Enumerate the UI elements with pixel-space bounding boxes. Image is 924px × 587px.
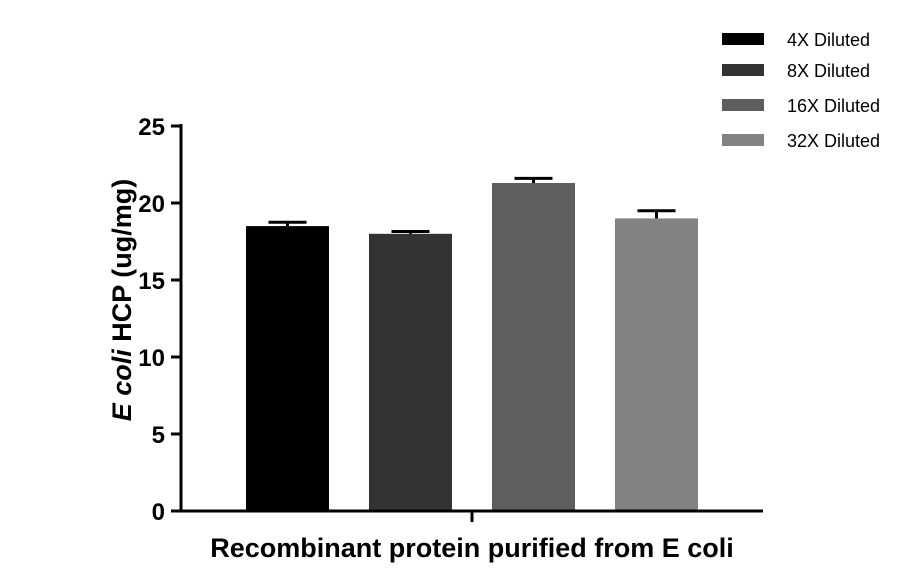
legend-swatch [722,33,764,45]
legend-label: 16X Diluted [787,96,880,116]
bar [246,226,329,511]
bars [246,182,698,512]
y-tick-label: 20 [138,191,165,218]
y-tick-label: 5 [152,422,165,449]
y-tick-label: 25 [138,114,165,141]
legend-label: 4X Diluted [787,30,870,50]
bar [615,218,698,511]
y-ticks: 0 5 10 15 20 25 [138,114,181,526]
y-tick-label: 10 [138,345,165,372]
axes [179,124,763,522]
x-axis-title: Recombinant protein purified from E coli [210,533,734,563]
bar [492,182,575,512]
legend-label: 8X Diluted [787,61,870,81]
error-bars [268,176,676,234]
legend: 4X Diluted 8X Diluted 16X Diluted 32X Dilut… [722,30,880,151]
legend-swatch [722,134,764,146]
bar [369,233,452,512]
y-axis-title-italic: E coli [107,349,137,422]
y-axis-title: E coli HCP (ug/mg) [107,179,137,422]
y-axis-title-rest: HCP (ug/mg) [107,179,137,350]
legend-swatch [722,99,764,111]
legend-swatch [722,64,764,76]
y-tick-label: 15 [138,268,165,295]
legend-label: 32X Diluted [787,131,880,151]
y-tick-label: 0 [152,499,165,526]
